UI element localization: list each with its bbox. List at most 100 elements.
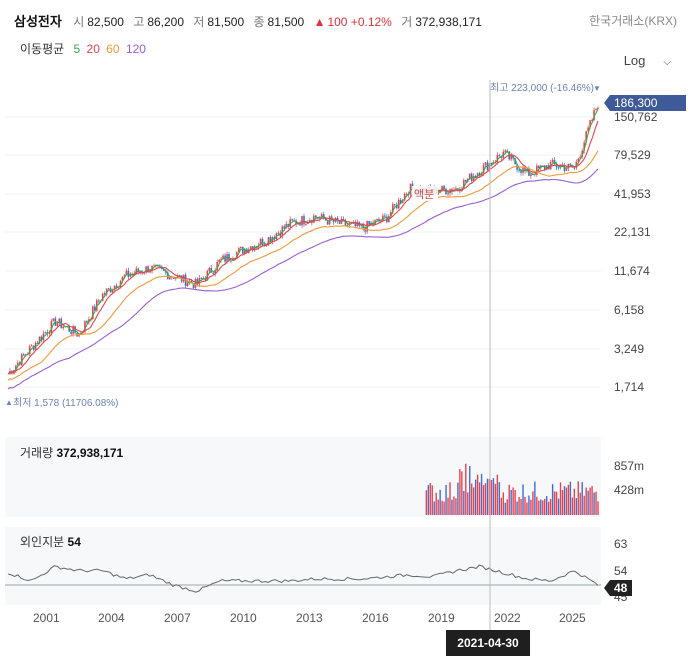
volume-tick: 428m [614, 483, 644, 497]
candle-body [587, 127, 589, 132]
candle-body [524, 168, 526, 172]
volume-bar [451, 499, 453, 515]
volume-bar [563, 486, 566, 515]
volume-bar [500, 497, 503, 515]
volume-bar [524, 496, 526, 515]
price-tick: 11,674 [614, 264, 650, 278]
candle-body [131, 273, 134, 275]
candle-body [208, 267, 211, 271]
volume-bar [449, 482, 451, 515]
candle-body [56, 323, 59, 326]
split-annotation: 액분 [414, 188, 434, 201]
ma-line [7, 120, 599, 375]
x-tick: 2007 [164, 611, 191, 625]
crosshair-date-label: 2021-04-30 [446, 630, 530, 656]
candle-body [597, 107, 599, 110]
scale-select[interactable]: Log ⌵ [624, 53, 671, 68]
candle-body [216, 261, 218, 271]
volume-bar [459, 469, 461, 515]
candle-body [395, 205, 398, 209]
scale-label: Log [623, 53, 646, 68]
candle-body [591, 119, 593, 121]
candle-body [530, 174, 532, 176]
volume-bar [457, 482, 459, 515]
candle-body [84, 321, 86, 332]
foreign-panel-bg [5, 527, 601, 605]
volume-bar [536, 496, 538, 515]
volume-bar [526, 502, 528, 515]
candle-body [283, 226, 286, 229]
ma60-legend[interactable]: 60 [106, 42, 120, 56]
candle-body [94, 306, 96, 311]
candle-body [589, 120, 591, 128]
candle-body [332, 219, 335, 222]
candle-body [52, 318, 55, 321]
candle-body [80, 332, 82, 334]
split-marker-bg [412, 186, 438, 201]
volume-bar [585, 487, 587, 515]
candle-body [447, 193, 449, 195]
volume-bar [508, 484, 510, 515]
candle-body [115, 285, 118, 289]
volume-bar [512, 487, 514, 515]
volume-tick: 857m [614, 459, 644, 473]
low-annotation: 최저 1,578 (11706.08%) [13, 397, 119, 409]
high-annotation: 최고 223,000 (-16.46%) [490, 82, 594, 94]
volume-bar [573, 488, 576, 515]
volume-bar [490, 479, 493, 515]
current-price-badge: 186,300 [604, 95, 686, 111]
volume-bar [532, 491, 534, 515]
ma5-legend[interactable]: 5 [73, 42, 81, 56]
volume-bar [496, 474, 499, 515]
candle-body [468, 173, 471, 179]
ma20-legend[interactable]: 20 [86, 42, 100, 56]
candle-body [107, 288, 110, 290]
candle-body [514, 158, 516, 165]
candle-body [518, 169, 520, 171]
candle-body [218, 260, 220, 262]
volume-bar [549, 498, 552, 515]
candle-body [330, 216, 333, 220]
moving-average-label: 이동평균 [20, 42, 65, 56]
moving-average-legend[interactable]: 이동평균 5 20 60 120 [20, 40, 149, 57]
volume-bar [595, 491, 597, 515]
volume-bar [461, 471, 463, 515]
candle-body [360, 224, 363, 226]
candle-body [21, 354, 23, 366]
candle-body [125, 270, 128, 276]
candle-body [536, 165, 538, 175]
candle-body [356, 221, 359, 227]
candle-body [405, 193, 408, 195]
candle-body [376, 219, 378, 221]
candle-body [324, 218, 327, 221]
candle-body [441, 185, 443, 192]
candle-body [267, 237, 270, 246]
candle-body [445, 188, 447, 195]
candle-body [103, 293, 106, 295]
ma-line [7, 150, 599, 381]
candle-body [295, 220, 297, 225]
volume-bar [514, 490, 516, 515]
ma120-legend[interactable]: 120 [125, 42, 146, 56]
volume-bar [463, 491, 465, 515]
candle-body [593, 110, 595, 120]
candle-body [320, 214, 323, 218]
volume-bars [425, 463, 599, 515]
candle-body [437, 192, 439, 195]
up-arrow-icon: ▲ [313, 15, 326, 29]
volume-bar [593, 492, 595, 515]
volume-bar [557, 498, 560, 515]
price-tick: 150,762 [614, 110, 658, 124]
volume-bar [455, 498, 457, 515]
candle-body [196, 278, 199, 285]
volume-bar [545, 496, 548, 515]
volume-bar [467, 492, 469, 515]
candle-body [212, 272, 215, 274]
candle-body [255, 246, 258, 248]
volume-bar [486, 478, 489, 515]
volume-bar [502, 492, 504, 515]
chevron-down-icon[interactable]: ⌵ [663, 57, 671, 68]
candle-body [259, 238, 262, 246]
candle-body [581, 150, 584, 157]
